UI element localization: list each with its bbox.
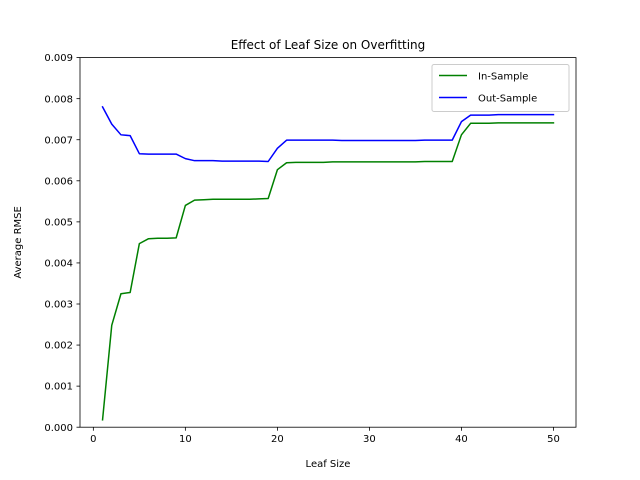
legend-label: Out-Sample <box>478 94 537 105</box>
y-tick-label: 0.007 <box>44 135 73 146</box>
y-tick-label: 0.005 <box>44 217 73 228</box>
x-tick-label: 20 <box>271 434 284 445</box>
x-tick-label: 0 <box>90 434 96 445</box>
plot-frame <box>79 57 577 428</box>
y-tick-label: 0.009 <box>44 53 73 64</box>
y-tick-label: 0.006 <box>44 176 73 187</box>
x-tick-label: 50 <box>547 434 560 445</box>
y-axis-label: Average RMSE <box>13 206 24 279</box>
x-axis-ticks: 0 10 20 30 40 50 <box>90 427 560 445</box>
y-tick-label: 0.008 <box>44 94 73 105</box>
x-tick-label: 30 <box>363 434 376 445</box>
y-tick-label: 0.001 <box>44 382 73 393</box>
series-line-out-sample <box>101 105 555 163</box>
y-tick-label: 0.003 <box>44 300 73 311</box>
series-line-in-sample <box>101 122 555 421</box>
legend-label: In-Sample <box>478 72 528 83</box>
chart-title: Effect of Leaf Size on Overfitting <box>231 38 426 52</box>
x-axis-label: Leaf Size <box>306 459 351 470</box>
y-tick-label: 0.002 <box>44 341 73 352</box>
x-tick-label: 10 <box>179 434 192 445</box>
y-tick-label: 0.004 <box>44 259 73 270</box>
series-layer <box>101 105 555 421</box>
legend: In-Sample Out-Sample <box>431 64 570 112</box>
y-tick-label: 0.000 <box>44 423 73 434</box>
y-axis-ticks: 0.000 0.001 0.002 0.003 0.004 0.005 0.006 0.007… <box>44 53 80 434</box>
x-tick-label: 40 <box>455 434 468 445</box>
